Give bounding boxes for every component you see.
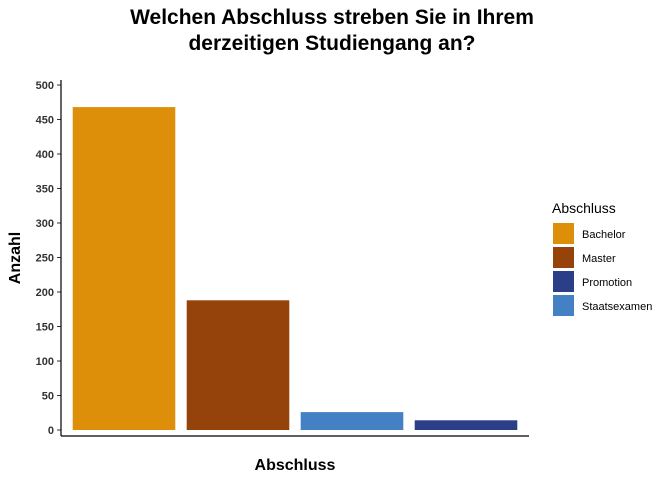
legend-swatch-master [553,247,574,268]
y-tick-label: 400 [36,149,54,161]
y-tick-label: 450 [36,115,54,127]
bar-staatsexamen [300,412,404,430]
legend-title: Abschluss [552,200,616,216]
x-axis-title: Abschluss [255,457,336,474]
bars [72,107,518,430]
y-tick-label: 350 [36,184,54,196]
bar-bachelor [72,107,176,430]
y-tick-label: 200 [36,287,54,299]
chart-title-line-2: derzeitigen Studiengang an? [188,32,475,55]
bar-promotion [414,420,518,430]
legend-swatch-promotion [553,271,574,292]
y-tick-label: 250 [36,253,54,265]
y-tick-label: 500 [36,80,54,92]
legend: Abschluss Bachelor Master Promotion Staatse… [552,200,652,316]
chart-title-line-1: Welchen Abschluss streben Sie in Ihrem [130,6,534,29]
y-tick-label: 100 [36,356,54,368]
y-tick-label: 50 [42,391,54,403]
y-tick-label: 300 [36,218,54,230]
legend-label-staatsexamen: Staatsexamen [582,301,652,313]
y-axis-ticks: 0 50 100 150 200 250 300 350 400 450 500 [36,80,61,437]
y-axis-title: Anzahl [7,232,24,284]
legend-label-master: Master [582,253,616,265]
y-tick-label: 0 [48,425,54,437]
legend-label-bachelor: Bachelor [582,229,626,241]
y-tick-label: 150 [36,322,54,334]
legend-label-promotion: Promotion [582,277,632,289]
bar-master [186,300,290,430]
legend-swatch-bachelor [553,223,574,244]
legend-swatch-staatsexamen [553,295,574,316]
